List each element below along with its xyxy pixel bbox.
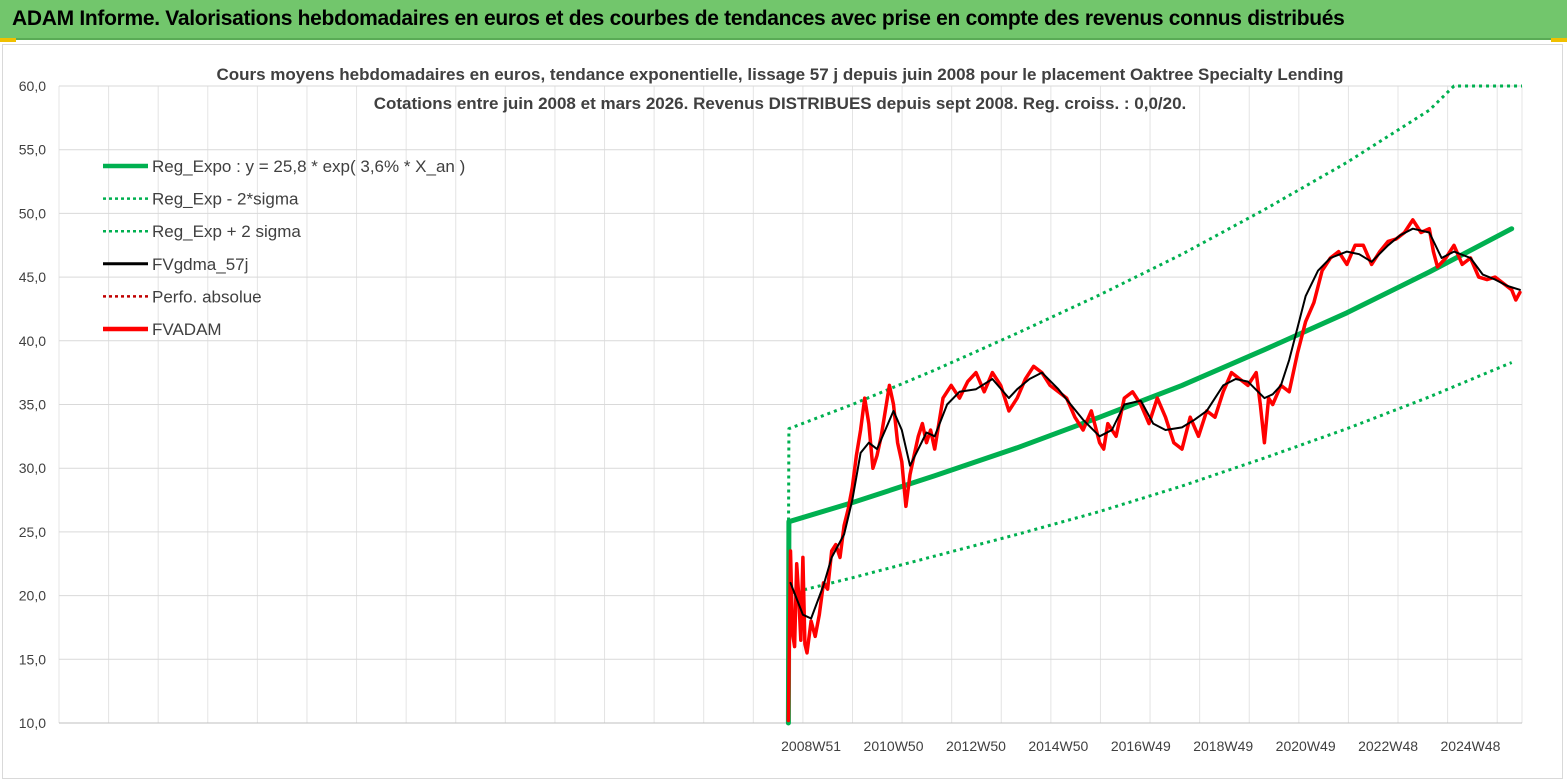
y-tick-label: 30,0 [19, 460, 46, 476]
y-tick-label: 45,0 [19, 269, 46, 285]
chart-frame [2, 44, 1563, 779]
header-bar: ADAM Informe. Valorisations hebdomadaire… [0, 0, 1567, 40]
corner-mark-right [1551, 38, 1567, 42]
y-tick-label: 10,0 [19, 715, 46, 731]
chart-title-line2: Cotations entre juin 2008 et mars 2026. … [374, 94, 1187, 113]
legend-label: Perfo. absolue [152, 287, 262, 306]
y-tick-label: 40,0 [19, 333, 46, 349]
x-tick-label: 2018W49 [1193, 738, 1253, 754]
corner-mark-left [0, 38, 16, 42]
x-tick-label: 2010W50 [864, 738, 924, 754]
y-tick-label: 60,0 [19, 78, 46, 94]
x-tick-label: 2012W50 [946, 738, 1006, 754]
legend-label: FVADAM [152, 320, 222, 339]
series-line-1 [790, 361, 1513, 595]
y-tick-label: 20,0 [19, 588, 46, 604]
x-tick-label: 2024W48 [1441, 738, 1501, 754]
x-tick-label: 2016W49 [1111, 738, 1171, 754]
series-group [785, 84, 1522, 726]
legend-label: FVgdma_57j [152, 255, 248, 274]
y-tick-label: 55,0 [19, 142, 46, 158]
y-tick-label: 25,0 [19, 524, 46, 540]
chart-title-line1: Cours moyens hebdomadaires en euros, ten… [216, 65, 1343, 84]
legend-label: Reg_Exp + 2 sigma [152, 222, 301, 241]
y-tick-label: 50,0 [19, 205, 46, 221]
x-tick-label: 2022W48 [1358, 738, 1418, 754]
y-tick-label: 15,0 [19, 651, 46, 667]
x-tick-label: 2014W50 [1028, 738, 1088, 754]
series-line-5 [786, 218, 1522, 723]
series-line-0 [785, 226, 1515, 726]
legend-label: Reg_Expo : y = 25,8 * exp( 3,6% * X_an ) [152, 157, 465, 176]
series-line-3 [789, 227, 1521, 620]
legend: Reg_Expo : y = 25,8 * exp( 3,6% * X_an )… [103, 157, 465, 339]
y-axis: 10,0 15,0 20,0 25,0 30,0 35,0 40,0 45,0 50,0 55,0… [19, 78, 46, 731]
x-tick-label: 2020W49 [1276, 738, 1336, 754]
series-line-2 [786, 84, 1522, 563]
x-tick-label: 2008W51 [781, 738, 841, 754]
page-title: ADAM Informe. Valorisations hebdomadaire… [12, 7, 1345, 30]
x-axis: 2008W51 2010W50 2012W50 2014W50 2016W49 2018W… [59, 722, 1522, 754]
y-tick-label: 35,0 [19, 397, 46, 413]
legend-label: Reg_Exp - 2*sigma [152, 190, 299, 209]
